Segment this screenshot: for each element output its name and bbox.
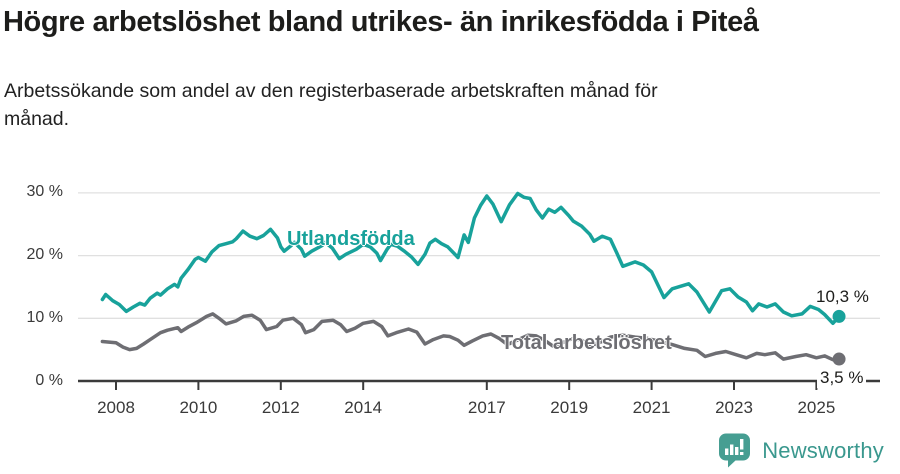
series-line-0 (100, 191, 841, 326)
series-end-dot-1 (832, 352, 846, 366)
page-title: Högre arbetslöshet bland utrikes- än inr… (3, 6, 759, 38)
subtitle-line-1: Arbetssökande som andel av den registerb… (4, 80, 658, 102)
newsworthy-icon (719, 433, 751, 468)
subtitle-line-2: månad. (4, 108, 70, 130)
page-subtitle: Arbetssökande som andel av den registerb… (4, 77, 824, 133)
brand-name: Newsworthy (762, 437, 884, 463)
brand-logo: Newsworthy (718, 433, 884, 468)
series-line-1 (100, 312, 841, 362)
series-end-dot-0 (832, 309, 846, 323)
